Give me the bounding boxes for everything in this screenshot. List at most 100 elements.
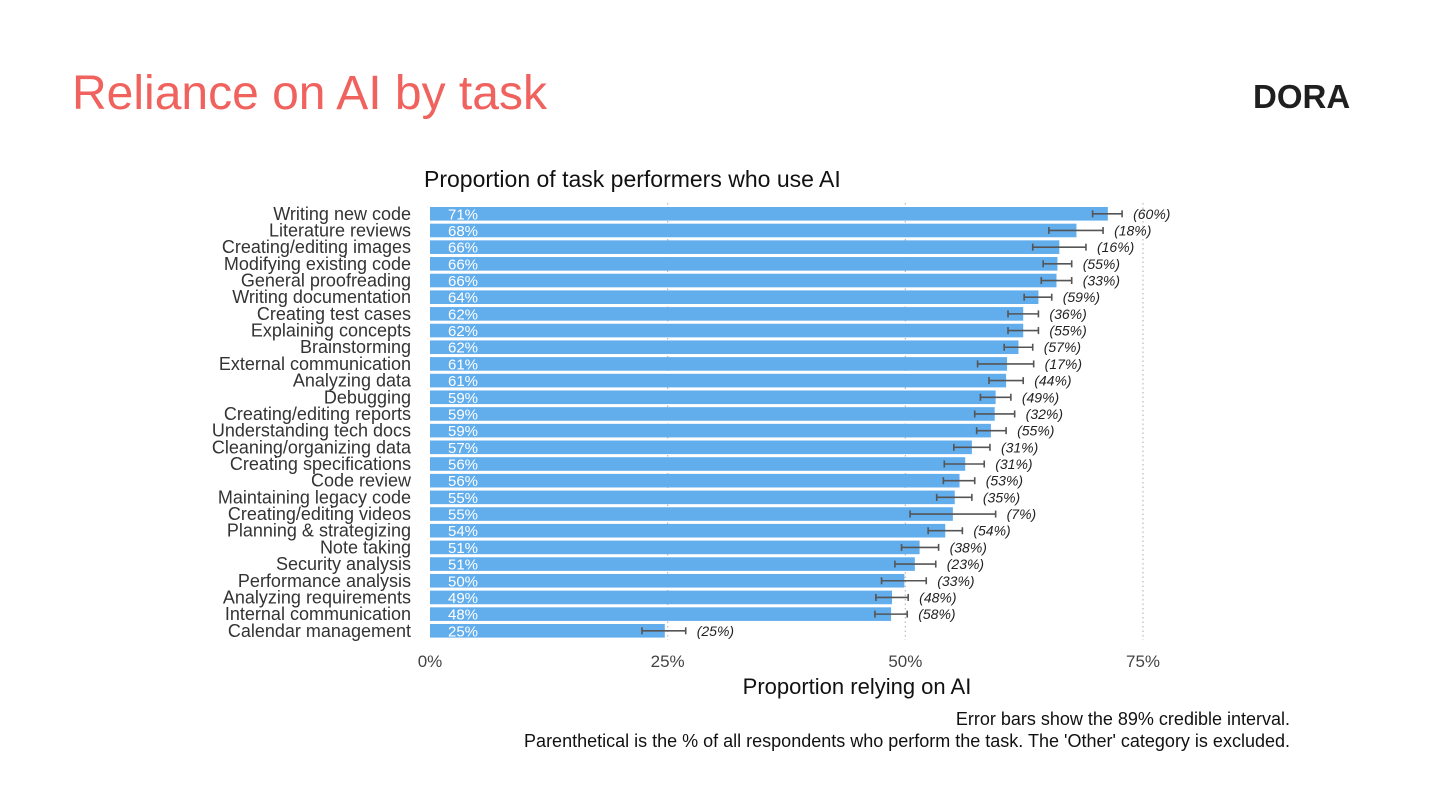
value-label: 56% xyxy=(448,457,478,474)
bar xyxy=(430,523,946,538)
respondent-share-label: (18%) xyxy=(1114,222,1151,238)
category-label: Note taking xyxy=(320,537,411,557)
value-label: 62% xyxy=(448,306,478,323)
bar xyxy=(430,390,996,405)
respondent-share-label: (49%) xyxy=(1022,389,1059,405)
x-tick-label: 50% xyxy=(888,652,922,671)
value-label: 55% xyxy=(448,507,478,524)
respondent-share-label: (7%) xyxy=(1007,506,1037,522)
x-tick-label: 25% xyxy=(651,652,685,671)
x-axis-ticks: 0% 25% 50% 75% xyxy=(418,652,1160,671)
bar xyxy=(430,257,1058,271)
category-label: Debugging xyxy=(324,387,411,407)
value-label: 61% xyxy=(448,356,478,373)
bar xyxy=(430,423,991,438)
bar xyxy=(430,624,665,638)
category-label: Explaining concepts xyxy=(251,321,411,341)
category-label: Code review xyxy=(311,471,412,491)
bar xyxy=(430,573,905,588)
bar xyxy=(430,490,955,505)
value-label: 51% xyxy=(448,540,478,557)
value-label: 66% xyxy=(448,273,478,290)
respondent-share-label: (53%) xyxy=(986,473,1023,489)
value-label: 59% xyxy=(448,423,478,440)
dora-logo: DORA xyxy=(1253,78,1351,115)
bar xyxy=(430,407,995,421)
category-label: Cleaning/organizing data xyxy=(212,437,412,457)
respondent-share-label: (48%) xyxy=(919,589,956,605)
respondent-share-label: (60%) xyxy=(1133,206,1170,222)
category-label: Brainstorming xyxy=(300,337,411,357)
category-label: Creating/editing reports xyxy=(224,404,411,424)
category-label: General proofreading xyxy=(241,271,411,291)
respondent-share-label: (57%) xyxy=(1044,339,1081,355)
category-label: Creating/editing videos xyxy=(228,504,411,524)
bar xyxy=(430,507,953,521)
category-label: Performance analysis xyxy=(238,571,411,591)
category-label: Understanding tech docs xyxy=(212,421,411,441)
bar xyxy=(430,473,960,488)
bar xyxy=(430,207,1108,221)
category-label: External communication xyxy=(219,354,411,374)
value-label: 64% xyxy=(448,290,478,307)
bar xyxy=(430,457,966,471)
value-label: 68% xyxy=(448,223,478,240)
category-label: Creating test cases xyxy=(257,304,411,324)
category-label: Modifying existing code xyxy=(224,254,411,274)
value-label: 62% xyxy=(448,340,478,357)
bar xyxy=(430,340,1019,355)
respondent-share-label: (32%) xyxy=(1026,406,1063,422)
value-label: 62% xyxy=(448,323,478,340)
value-label: 55% xyxy=(448,490,478,507)
bar xyxy=(430,440,972,455)
value-label: 48% xyxy=(448,607,478,624)
respondent-share-label: (55%) xyxy=(1017,423,1054,439)
value-label: 66% xyxy=(448,240,478,257)
category-label: Creating specifications xyxy=(230,454,411,474)
value-label: 71% xyxy=(448,206,478,223)
x-tick-label: 0% xyxy=(418,652,443,671)
bar xyxy=(430,540,920,555)
category-label: Maintaining legacy code xyxy=(218,487,411,507)
bar xyxy=(430,223,1077,238)
value-label: 57% xyxy=(448,440,478,457)
respondent-share-label: (36%) xyxy=(1049,306,1086,322)
chart-title: Proportion of task performers who use AI xyxy=(424,166,841,192)
respondent-share-label: (31%) xyxy=(995,456,1032,472)
category-label: Calendar management xyxy=(228,621,411,641)
respondent-share-label: (17%) xyxy=(1045,356,1082,372)
value-label: 59% xyxy=(448,390,478,407)
value-label: 66% xyxy=(448,256,478,273)
bar xyxy=(430,607,892,621)
error-bars xyxy=(641,210,1123,635)
bar xyxy=(430,290,1039,304)
bar xyxy=(430,590,893,605)
respondent-share-label: (31%) xyxy=(1001,439,1038,455)
category-label: Planning & strategizing xyxy=(227,521,411,541)
value-label: 25% xyxy=(448,623,478,640)
footnote-parenthetical: Parenthetical is the % of all respondent… xyxy=(524,731,1290,751)
category-label: Security analysis xyxy=(276,554,411,574)
x-axis-title: Proportion relying on AI xyxy=(743,674,972,699)
bar xyxy=(430,323,1024,338)
value-label: 49% xyxy=(448,590,478,607)
respondent-share-label: (33%) xyxy=(1083,273,1120,289)
respondent-share-label: (35%) xyxy=(983,489,1020,505)
bar xyxy=(430,307,1024,321)
respondent-share-label: (33%) xyxy=(937,573,974,589)
bar xyxy=(430,273,1057,288)
respondent-share-label: (16%) xyxy=(1097,239,1134,255)
slide-title: Reliance on AI by task xyxy=(72,67,547,120)
category-label: Analyzing data xyxy=(293,371,412,391)
value-label: 51% xyxy=(448,557,478,574)
respondent-share-label: (38%) xyxy=(950,539,987,555)
footnote-error-bars: Error bars show the 89% credible interva… xyxy=(955,709,1290,729)
respondent-share-label: (55%) xyxy=(1083,256,1120,272)
bar xyxy=(430,240,1060,254)
respondent-share-label: (55%) xyxy=(1049,323,1086,339)
value-label: 59% xyxy=(448,406,478,423)
bar xyxy=(430,357,1008,371)
respondent-share-label: (54%) xyxy=(973,523,1010,539)
respondent-share-label: (23%) xyxy=(947,556,984,572)
